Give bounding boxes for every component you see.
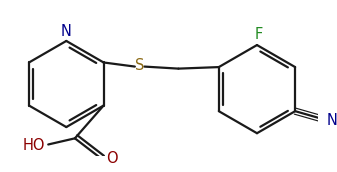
Text: S: S (135, 58, 144, 73)
Text: HO: HO (23, 138, 45, 153)
Text: N: N (61, 24, 72, 39)
Text: F: F (255, 28, 263, 42)
Text: N: N (327, 113, 337, 128)
Text: O: O (105, 151, 117, 166)
